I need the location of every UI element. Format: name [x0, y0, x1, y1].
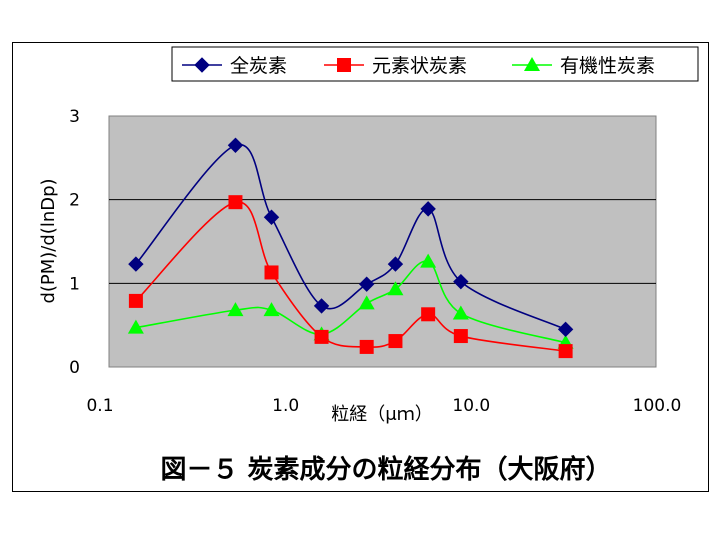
point-s0-6: [420, 201, 436, 217]
y-tick-labels: 0 1 2 3: [69, 107, 80, 378]
point-s0-8: [557, 321, 574, 338]
legend-label-0: 全炭素: [230, 55, 287, 77]
legend-box: [171, 46, 699, 82]
point-s1-4: [359, 339, 374, 354]
point-s2-4: [358, 295, 375, 310]
legend: 全炭素 元素状炭素 有機性炭素: [182, 55, 655, 77]
legend-marker-0: [194, 57, 210, 73]
x-tick-label-1: 1.0: [272, 396, 299, 416]
legend-marker-2: [524, 57, 540, 71]
x-tick-label-0: 0.1: [86, 396, 113, 416]
point-s1-3: [314, 329, 329, 344]
point-s1-8: [558, 344, 573, 359]
data-markers: [127, 137, 574, 359]
point-s1-1: [228, 195, 243, 210]
point-s1-5: [388, 334, 403, 349]
point-s2-0: [127, 319, 144, 334]
point-s2-1: [227, 302, 244, 317]
y-tick-label-3: 3: [69, 107, 80, 127]
point-s1-0: [128, 293, 143, 308]
point-s0-4: [358, 276, 375, 292]
point-s0-1: [227, 137, 244, 153]
point-s1-2: [264, 265, 279, 280]
point-s0-0: [128, 256, 144, 272]
point-s1-6: [421, 307, 436, 322]
y-tick-label-2: 2: [69, 191, 80, 211]
x-tick-label-3: 100.0: [633, 396, 682, 416]
plot-area: [108, 115, 657, 368]
y-axis-title: d(PM)/d(lnDp): [38, 178, 59, 303]
point-s0-2: [263, 209, 280, 225]
legend-label-2: 有機性炭素: [560, 55, 655, 77]
legend-label-1: 元素状炭素: [372, 55, 467, 77]
y-tick-label-0: 0: [69, 358, 80, 378]
point-s0-3: [313, 298, 330, 314]
chart-caption: 図－５ 炭素成分の粒経分布（大阪府）: [160, 454, 611, 485]
point-s0-5: [387, 256, 404, 272]
legend-marker-1: [337, 58, 351, 72]
gridlines: [109, 199, 656, 284]
y-tick-label-1: 1: [69, 274, 80, 294]
point-s2-5: [387, 281, 404, 296]
x-axis-title: 粒経（μｍ）: [331, 404, 432, 425]
point-s2-2: [263, 302, 280, 317]
point-s0-7: [453, 273, 469, 290]
point-s2-6: [420, 253, 437, 268]
x-tick-label-2: 10.0: [452, 396, 490, 416]
point-s2-7: [452, 305, 469, 320]
x-tick-labels: 0.1 1.0 10.0 100.0: [86, 396, 681, 416]
point-s1-7: [453, 329, 468, 344]
